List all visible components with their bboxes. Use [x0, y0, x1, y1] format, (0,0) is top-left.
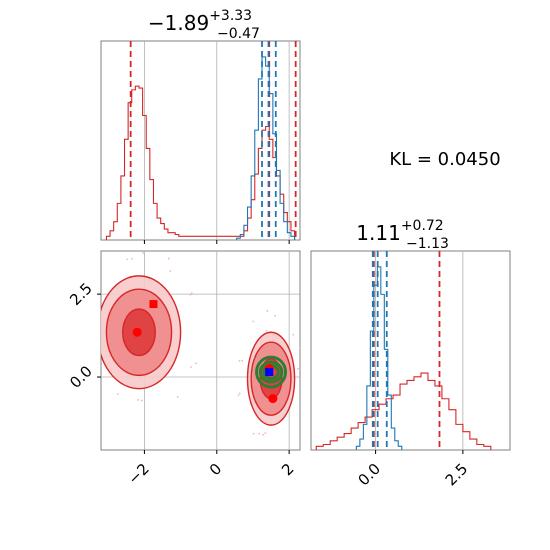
grid-lines	[143, 41, 290, 244]
scatter-point	[301, 375, 303, 377]
panel-frame	[310, 250, 511, 451]
scatter-point	[274, 314, 277, 317]
scatter-point	[292, 333, 295, 336]
scatter-point	[97, 309, 99, 311]
scatter-point	[238, 360, 241, 362]
marginal-panel-1: −1.89+3.33 −0.47	[100, 8, 301, 244]
circle-marker	[268, 394, 278, 404]
scatter-point	[140, 399, 143, 402]
green-contour-level	[255, 355, 288, 389]
scatter-point	[297, 367, 299, 370]
scatter-point	[237, 394, 240, 397]
scatter-point	[96, 310, 98, 312]
scatter-point	[91, 328, 93, 330]
x-tick-labels: −2 0 2	[125, 460, 298, 488]
scatter-point	[99, 314, 101, 316]
panel-1-title: −1.89+3.33	[148, 8, 252, 35]
histogram-marks	[105, 41, 297, 240]
y-tick-labels: 0.0 2.5	[66, 279, 96, 392]
scatter-point	[252, 320, 255, 323]
title-sup: +3.33	[209, 8, 252, 24]
circle-marker	[132, 327, 142, 337]
scatter-point	[126, 258, 129, 261]
scatter-point	[241, 359, 244, 362]
scatter-point	[189, 366, 192, 368]
red-histogram-series	[315, 372, 492, 450]
x-tick-label: 0	[206, 460, 225, 479]
contour-marks	[85, 252, 303, 436]
scatter-point	[299, 347, 300, 350]
scatter-point	[116, 393, 119, 395]
scatter-point	[189, 293, 192, 296]
green-contour-level	[258, 360, 284, 384]
scatter-point	[238, 392, 241, 395]
y-tick-label: 0.0	[66, 362, 96, 392]
blue-histogram-series	[355, 266, 403, 450]
scatter-point	[98, 301, 100, 303]
title-sup: +0.72	[401, 218, 444, 234]
scatter-point	[195, 362, 197, 365]
scatter-point	[262, 433, 265, 436]
x-tick-label: 2	[278, 460, 297, 479]
title-main: 1.11	[356, 221, 401, 245]
scatter-point	[98, 353, 100, 355]
y-tick-label: 2.5	[66, 279, 96, 309]
x-tick-label: 0.0	[354, 460, 384, 490]
x-tick-label: 2.5	[442, 460, 472, 490]
scatter-point	[176, 396, 179, 398]
scatter-point	[252, 432, 255, 435]
scatter-point	[265, 329, 268, 332]
blue-histogram-series	[236, 56, 296, 240]
x-tick-label: −2	[125, 460, 153, 488]
panel-frame	[100, 40, 301, 241]
square-marker	[265, 368, 274, 377]
scatter-point	[137, 399, 140, 401]
title-main: −1.89	[148, 11, 209, 35]
histogram-marks	[315, 251, 492, 450]
scatter-point	[299, 341, 300, 343]
scatter-point	[131, 257, 133, 260]
scatter-point	[142, 252, 145, 254]
scatter-point	[190, 292, 193, 295]
title-sub: −1.13	[406, 236, 449, 252]
title-sub: −0.47	[217, 26, 260, 42]
scatter-point	[167, 257, 170, 260]
grid-lines	[375, 251, 464, 454]
joint-panel: −2 0 2 0.0 2.5	[66, 250, 303, 488]
scatter-point	[169, 270, 172, 273]
marginal-panel-2: 0.0 2.5 1.11+0.72 −1.13	[310, 218, 511, 490]
scatter-point	[85, 302, 87, 304]
panel-3-title: 1.11+0.72	[356, 218, 443, 245]
scatter-point	[266, 310, 269, 312]
x-tick-labels: 0.0 2.5	[354, 460, 471, 490]
scatter-point	[264, 432, 267, 435]
kl-annotation: KL = 0.0450	[389, 149, 500, 170]
scatter-point	[258, 432, 261, 435]
red-histogram-series	[105, 85, 296, 240]
square-marker	[149, 300, 158, 309]
